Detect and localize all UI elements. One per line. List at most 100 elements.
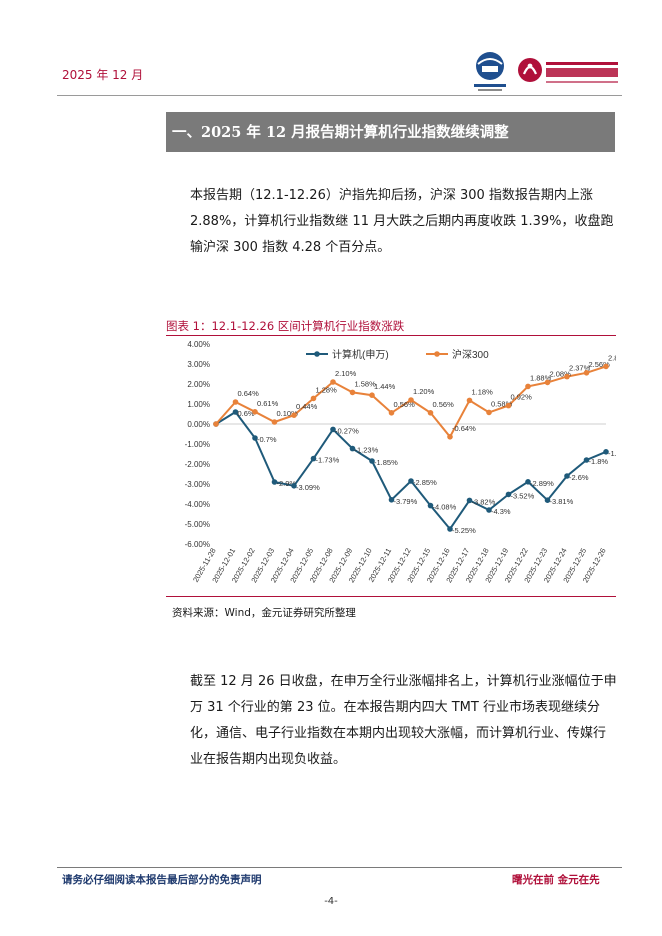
data-label: 1.28%: [316, 385, 338, 394]
data-label: 2.37%: [569, 364, 591, 373]
data-point: [486, 409, 492, 416]
data-point: [330, 426, 336, 433]
page-number: -4-: [324, 896, 338, 907]
data-point: [349, 389, 356, 396]
data-point: [427, 502, 434, 509]
data-point: [252, 409, 258, 415]
data-point: [310, 455, 317, 462]
paragraph-summary: 本报告期（12.1-12.26）沪指先抑后扬，沪深 300 指数报告期内上涨 2…: [190, 188, 614, 255]
data-label: -0.27%: [335, 426, 359, 435]
data-label: 2.88%: [608, 353, 616, 362]
data-point: [232, 409, 239, 415]
data-label: -0.64%: [452, 424, 476, 433]
data-label: 1.20%: [413, 387, 435, 396]
data-label: -1.23%: [355, 446, 379, 455]
data-point: [544, 497, 551, 503]
figure-source: 资料来源：Wind，金元证券研究所整理: [172, 607, 356, 619]
data-point: [466, 397, 473, 404]
data-label: -1.73%: [316, 456, 340, 465]
header-rule: [57, 95, 622, 96]
data-label: 0.92%: [511, 393, 533, 402]
data-point: [544, 379, 551, 386]
data-point: [271, 419, 278, 425]
data-point: [603, 449, 609, 455]
data-point: [466, 497, 473, 504]
data-label: 1.44%: [374, 382, 396, 391]
data-label: 1.88%: [530, 373, 552, 382]
data-point: [271, 479, 278, 485]
data-point: [349, 445, 356, 452]
data-label: -3.79%: [394, 497, 418, 506]
data-label: -5.25%: [452, 526, 476, 535]
footer-rule: [57, 867, 622, 868]
data-point: [369, 392, 375, 398]
data-point: [408, 478, 414, 484]
y-tick-label: 4.00%: [187, 340, 210, 349]
capital-economy-logo: [474, 52, 506, 91]
data-label: 1.18%: [472, 387, 494, 396]
y-tick-label: -5.00%: [185, 520, 210, 529]
data-label: -3.52%: [511, 491, 535, 500]
data-point: [427, 410, 434, 416]
data-point: [388, 410, 395, 416]
data-label: -1.8%: [589, 457, 609, 466]
data-label: 0.6%: [238, 409, 255, 418]
section-title: 一、2025 年 12 月报告期计算机行业指数继续调整: [172, 124, 509, 141]
legend-swatch-marker: [314, 351, 320, 357]
data-label: -4.08%: [433, 503, 457, 512]
data-point: [564, 373, 570, 380]
section-title-bar: [166, 112, 615, 152]
data-point: [525, 479, 531, 485]
figure-bottom-rule: [166, 596, 616, 597]
y-tick-label: 3.00%: [187, 360, 210, 369]
data-point: [583, 457, 590, 463]
figure-top-rule: [166, 335, 616, 336]
data-label: 0.61%: [257, 399, 279, 408]
data-label: 2.56%: [589, 360, 611, 369]
index-change-line-chart: 4.00% 3.00% 2.00% 1.00% 0.00% -1.00% -2.00% -3.…: [185, 340, 616, 584]
data-point: [291, 483, 297, 489]
data-point: [330, 379, 336, 385]
data-label: 0.56%: [433, 400, 455, 409]
data-label: -3.09%: [296, 483, 320, 492]
report-date: 2025 年 12 月: [62, 68, 144, 82]
data-point: [369, 458, 375, 464]
footer-disclaimer: 请务必仔细阅读本报告最后部分的免责声明: [62, 874, 262, 886]
data-label: 2.10%: [335, 369, 357, 378]
data-label: 0.64%: [238, 389, 260, 398]
data-label: 1.58%: [355, 379, 377, 388]
data-point: [310, 395, 317, 402]
y-tick-label: -1.00%: [185, 440, 210, 449]
data-point: [447, 526, 453, 532]
y-tick-label: 0.00%: [187, 420, 210, 429]
data-point: [486, 507, 492, 513]
data-label: 0.58%: [491, 399, 513, 408]
figure-caption: 图表 1：12.1-12.26 区间计算机行业指数涨跌: [166, 319, 405, 333]
data-point: [583, 370, 590, 376]
y-tick-label: -6.00%: [185, 540, 210, 549]
y-tick-label: 2.00%: [187, 380, 210, 389]
legend-swatch-marker: [434, 351, 440, 357]
data-label: 2.08%: [550, 369, 572, 378]
data-label: -0.7%: [257, 435, 277, 444]
data-point: [232, 399, 239, 405]
data-point: [505, 491, 512, 498]
data-label: -1.39%: [608, 449, 616, 458]
data-label: -1.85%: [374, 458, 398, 467]
data-point: [447, 434, 453, 440]
paragraph-ranking: 截至 12 月 26 日收盘，在申万全行业涨幅排名上，计算机行业涨幅位于申万 3…: [190, 674, 617, 767]
data-point: [505, 402, 512, 409]
y-tick-label: -3.00%: [185, 480, 210, 489]
data-point: [213, 421, 219, 427]
data-label: -4.3%: [491, 507, 511, 516]
y-tick-label: -2.00%: [185, 460, 210, 469]
footer-slogan: 曙光在前 金元在先: [512, 874, 600, 886]
data-point: [525, 383, 531, 390]
data-point: [603, 363, 609, 370]
data-label: -2.85%: [413, 478, 437, 487]
data-label: 0.56%: [394, 400, 416, 409]
data-point: [252, 435, 258, 441]
legend-label: 沪深300: [452, 348, 489, 361]
y-tick-label: -4.00%: [185, 500, 210, 509]
data-label: 0.44%: [296, 402, 318, 411]
